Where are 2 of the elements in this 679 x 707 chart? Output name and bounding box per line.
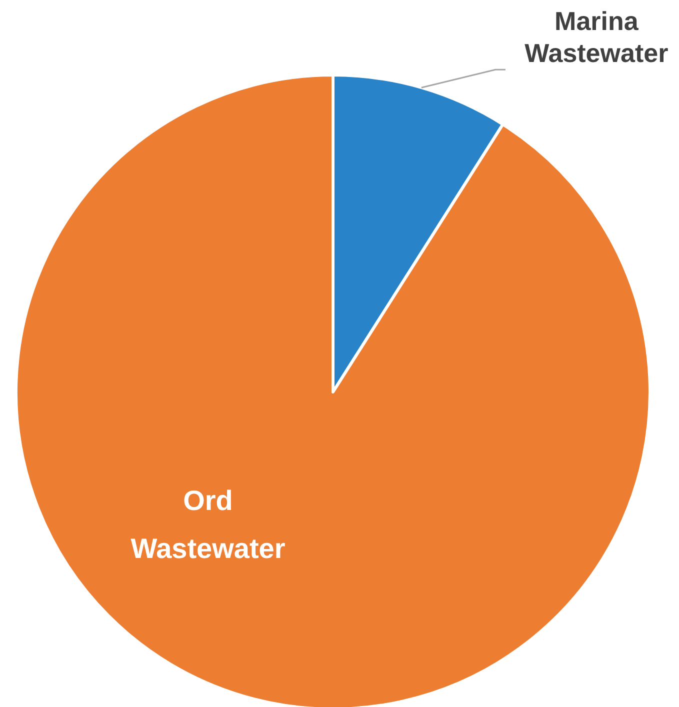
slice-label: Ord Wastewater xyxy=(130,485,286,564)
slice-label: Marina Wastewater xyxy=(524,6,668,68)
